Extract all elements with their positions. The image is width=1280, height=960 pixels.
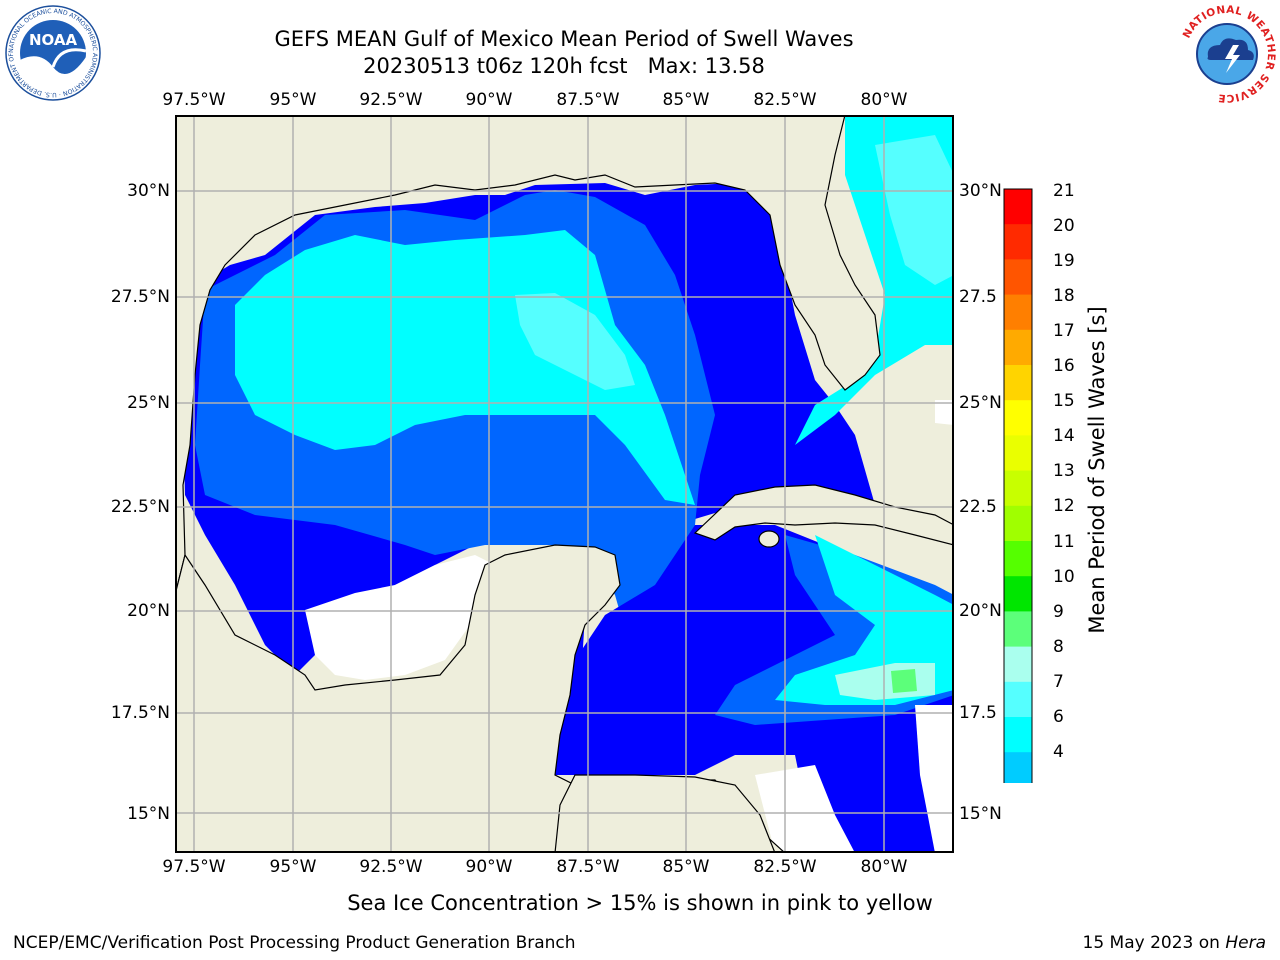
colorbar-segment — [1004, 259, 1032, 296]
lat-tick-left: 22.5°N — [110, 497, 170, 517]
colorbar-segment — [1004, 541, 1032, 577]
chart-subtitle: 20230513 t06z 120h fcst Max: 13.58 — [363, 54, 765, 78]
atlantic-band-light — [875, 135, 954, 285]
chart-title: GEFS MEAN Gulf of Mexico Mean Period of … — [274, 27, 854, 51]
caribbean-band-6s — [775, 535, 954, 705]
colorbar-border — [1003, 188, 1033, 783]
lon-tick-top: 95°W — [269, 90, 317, 110]
colorbar-tick: 9 — [1053, 602, 1064, 622]
colorbar-tick: 20 — [1053, 216, 1075, 236]
nodata-florida-keys — [935, 400, 954, 425]
colorbar-segment — [1004, 752, 1032, 783]
noaa-logo: NATIONAL OCEANIC AND ATMOSPHERIC ADMINIS… — [5, 5, 101, 101]
colorbar-tick: 10 — [1053, 567, 1075, 587]
footer-date-text: 15 May 2023 on — [1082, 933, 1220, 953]
noaa-logo-text: NOAA — [29, 31, 78, 49]
colorbar-segment — [1004, 189, 1032, 225]
land-central-america — [554, 774, 776, 853]
lon-tick-top: 85°W — [662, 90, 710, 110]
graticule — [175, 115, 954, 853]
colorbar-segment — [1004, 470, 1032, 507]
lat-tick-left: 27.5°N — [110, 287, 170, 307]
colorbar-tick: 19 — [1053, 251, 1075, 271]
colorbar-segment — [1004, 611, 1032, 648]
colorbar-tick: 13 — [1053, 461, 1075, 481]
lon-tick-bottom: 82.5°W — [753, 857, 817, 877]
lat-tick-left: 15°N — [127, 804, 170, 824]
nodata-caribbean-se — [755, 765, 855, 853]
lon-tick-top: 92.5°W — [359, 90, 423, 110]
lon-tick-bottom: 87.5°W — [556, 857, 620, 877]
colorbar-tick: 12 — [1053, 496, 1075, 516]
colorbar-segment — [1004, 365, 1032, 401]
land-isla-juventud — [758, 530, 780, 548]
colorbar-segment — [1004, 681, 1032, 718]
colorbar-segment — [1004, 435, 1032, 472]
lon-tick-bottom: 80°W — [860, 857, 908, 877]
footer-credit: NCEP/EMC/Verification Post Processing Pr… — [13, 933, 576, 953]
lat-tick-left: 20°N — [127, 601, 170, 621]
land-cuba — [693, 484, 954, 546]
lat-tick-left: 17.5°N — [110, 703, 170, 723]
nws-logo: NATIONAL WEATHER SERVICE — [1180, 5, 1276, 103]
footer-date: 15 May 2023 on Hera — [1083, 933, 1267, 953]
nodata-caribbean-e — [915, 705, 954, 853]
gulf-band-7s — [515, 293, 635, 390]
colorbar-tick: 4 — [1053, 742, 1064, 762]
lon-tick-bottom: 95°W — [269, 857, 317, 877]
nodata-bay-campeche — [305, 555, 495, 680]
colorbar-segment — [1004, 505, 1032, 542]
lon-tick-bottom: 85°W — [662, 857, 710, 877]
lat-tick-right: 30°N — [959, 181, 1002, 201]
colorbar-tick: 21 — [1053, 181, 1075, 201]
lon-tick-bottom: 90°W — [465, 857, 513, 877]
map-border — [175, 115, 954, 853]
lat-tick-right: 15°N — [959, 804, 1002, 824]
colorbar-tick: 6 — [1053, 707, 1064, 727]
lat-tick-right: 17.5 — [959, 703, 997, 723]
colorbar-segment — [1004, 400, 1032, 436]
lat-tick-right: 22.5 — [959, 497, 997, 517]
caribbean-band-9s — [891, 669, 917, 693]
gulf-band-6s — [235, 230, 695, 505]
lon-tick-top: 82.5°W — [753, 90, 817, 110]
colorbar-tick: 15 — [1053, 391, 1075, 411]
colorbar-tick: 17 — [1053, 321, 1075, 341]
lon-tick-top: 80°W — [860, 90, 908, 110]
sea-ice-note: Sea Ice Concentration > 15% is shown in … — [347, 891, 933, 915]
colorbar-tick: 8 — [1053, 637, 1064, 657]
lon-tick-top: 90°W — [465, 90, 513, 110]
lon-tick-top: 97.5°W — [162, 90, 226, 110]
colorbar-tick: 11 — [1053, 532, 1075, 552]
colorbar-tick: 7 — [1053, 672, 1064, 692]
swell-period-map — [175, 115, 954, 853]
lon-tick-bottom: 97.5°W — [162, 857, 226, 877]
footer-machine: Hera — [1225, 933, 1266, 953]
lon-tick-top: 87.5°W — [556, 90, 620, 110]
colorbar-label: Mean Period of Swell Waves [s] — [1085, 306, 1109, 634]
lat-tick-left: 25°N — [127, 393, 170, 413]
colorbar-segment — [1004, 576, 1032, 612]
lon-tick-bottom: 92.5°W — [359, 857, 423, 877]
lat-tick-right: 27.5 — [959, 287, 997, 307]
colorbar-segment — [1004, 717, 1032, 753]
colorbar — [1003, 188, 1033, 783]
colorbar-segment — [1004, 646, 1032, 683]
lat-tick-left: 30°N — [127, 181, 170, 201]
colorbar-segment — [1004, 224, 1032, 260]
colorbar-tick: 18 — [1053, 286, 1075, 306]
lat-tick-right: 25°N — [959, 393, 1002, 413]
lat-tick-right: 20°N — [959, 601, 1002, 621]
colorbar-tick: 16 — [1053, 356, 1075, 376]
colorbar-segment — [1004, 294, 1032, 331]
land-us-coast — [175, 115, 881, 596]
colorbar-segment — [1004, 329, 1032, 366]
colorbar-tick: 14 — [1053, 426, 1075, 446]
